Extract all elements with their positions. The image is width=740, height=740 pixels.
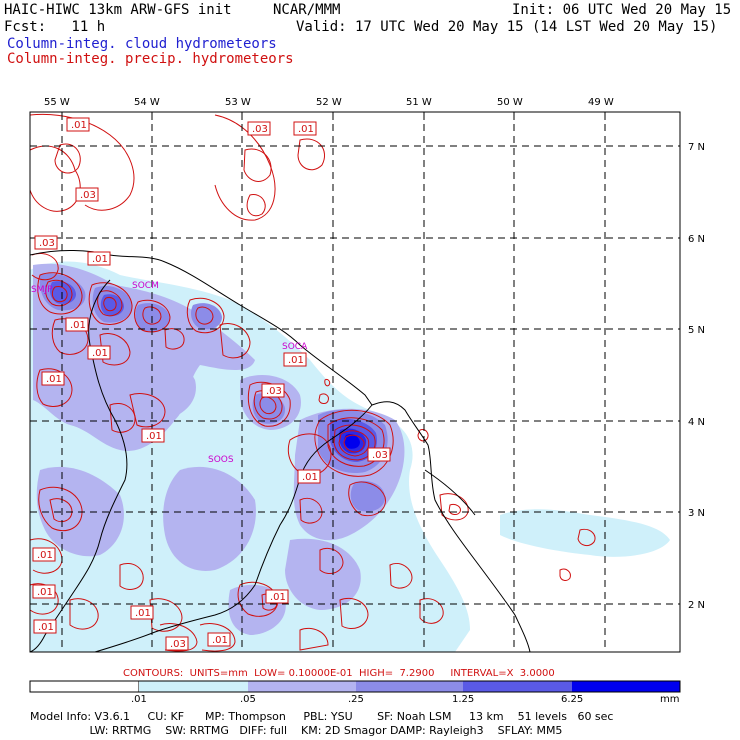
contour-label: .01 [302,472,318,483]
lon-label: 54 W [134,97,160,108]
forecast-hour: Fcst: 11 h [4,19,106,35]
contour-label: .01 [92,254,108,265]
lon-label: 55 W [44,97,70,108]
lat-label: 4 N [688,417,705,428]
color-legend-bar [29,680,681,693]
lat-label: 6 N [688,234,705,245]
contour-label: .01 [70,320,86,331]
contour-label: .03 [39,238,55,249]
contour-label: .03 [170,639,186,650]
contour-label: .01 [37,550,53,561]
contour-label: .01 [288,355,304,366]
contour-label: .03 [372,450,388,461]
model-center: NCAR/MMM [273,2,341,18]
legend-label: 6.25 [561,694,584,705]
plot-title: HAIC-HIWC 13km ARW-GFS init [4,2,232,18]
station-label: SOOS [208,455,234,465]
field-precip-label: Column-integ. precip. hydrometeors [7,51,294,67]
lat-label: 3 N [688,508,705,519]
lon-label: 52 W [316,97,342,108]
lat-label: 2 N [688,600,705,611]
latitude-labels: 7 N 6 N 5 N 4 N 3 N 2 N [688,142,705,611]
station-label: SOCM [132,281,159,291]
legend-label: .05 [240,694,256,705]
field-cloud-label: Column-integ. cloud hydrometeors [7,36,277,52]
legend-label: .25 [348,694,364,705]
legend-unit: mm [660,694,680,705]
contour-label: .01 [37,587,53,598]
lon-label: 49 W [588,97,614,108]
init-time: Init: 06 UTC Wed 20 May 15 [512,2,732,18]
lat-label: 5 N [688,325,705,336]
lon-label: 53 W [225,97,251,108]
contour-label: .01 [38,622,54,633]
model-info-line2: LW: RRTMG SW: RRTMG DIFF: full KM: 2D Sm… [30,724,563,737]
lon-label: 51 W [406,97,432,108]
station-label: SOCA [282,342,308,352]
model-info-line1: Model Info: V3.6.1 CU: KF MP: Thompson P… [30,710,614,723]
contour-label: .03 [252,124,268,135]
contour-labels: .01 .03 .01 .03 .03 .01 .01 .01 .01 .01 … [32,117,391,651]
legend-label: .01 [131,694,147,705]
precip-contours [29,113,596,652]
contour-label: .01 [46,374,62,385]
contour-info: CONTOURS: UNITS=mm LOW= 0.10000E-01 HIGH… [123,668,555,679]
contour-label: .01 [212,635,228,646]
contour-label: .01 [92,348,108,359]
station-label: SMJP [31,285,53,295]
contour-label: .01 [146,431,162,442]
station-labels: SMJP SOCM SOCA SOOS [31,281,308,465]
lat-label: 7 N [688,142,705,153]
contour-label: .01 [71,120,87,131]
legend-label: 1.25 [452,694,475,705]
cloud-hydrometeor-shading [30,261,670,652]
longitude-labels: 55 W 54 W 53 W 52 W 51 W 50 W 49 W [44,97,614,108]
lat-lon-grid [30,112,680,652]
contour-label: .01 [135,608,151,619]
contour-label: .03 [266,386,282,397]
valid-time: Valid: 17 UTC Wed 20 May 15 (14 LST Wed … [296,19,718,35]
contour-label: .01 [270,592,286,603]
contour-label: .01 [298,124,314,135]
lon-label: 50 W [497,97,523,108]
map-frame [29,111,681,653]
contour-label: .03 [80,190,96,201]
